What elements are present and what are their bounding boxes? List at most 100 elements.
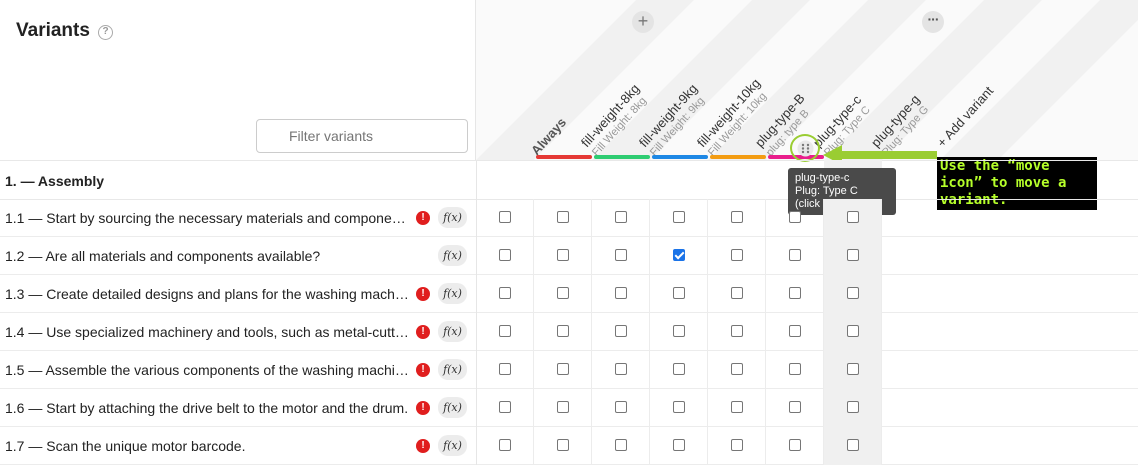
variant-checkbox[interactable] — [847, 211, 859, 223]
variant-checkbox[interactable] — [789, 211, 801, 223]
more-options-button[interactable]: ··· — [922, 11, 944, 33]
variant-checkbox[interactable] — [673, 363, 685, 375]
formula-button[interactable]: f(x) — [438, 283, 467, 304]
variant-checkbox[interactable] — [615, 249, 627, 261]
add-column-button[interactable]: + — [632, 11, 654, 33]
variant-cell — [824, 199, 882, 237]
variant-checkbox[interactable] — [731, 287, 743, 299]
warning-icon[interactable]: ! — [416, 287, 430, 301]
table-row: 1.4 — Use specialized machinery and tool… — [0, 313, 1138, 351]
variant-checkbox[interactable] — [499, 363, 511, 375]
variant-checkbox[interactable] — [731, 439, 743, 451]
help-icon[interactable]: ? — [98, 25, 113, 40]
warning-icon[interactable]: ! — [416, 439, 430, 453]
variant-checkbox[interactable] — [673, 325, 685, 337]
variant-checkbox[interactable] — [731, 325, 743, 337]
warning-icon[interactable]: ! — [416, 325, 430, 339]
variant-cell — [592, 389, 650, 427]
formula-button[interactable]: f(x) — [438, 397, 467, 418]
step-label[interactable]: 1.7 — Scan the unique motor barcode. — [5, 438, 246, 454]
variant-checkbox[interactable] — [499, 287, 511, 299]
step-label[interactable]: 1.5 — Assemble the various components of… — [5, 362, 411, 378]
section-label: 1. — Assembly — [5, 173, 105, 189]
annotation-callout: Use the “move icon” to move a variant. — [937, 157, 1097, 210]
variant-checkbox[interactable] — [789, 401, 801, 413]
variant-checkbox[interactable] — [499, 401, 511, 413]
variant-checkbox[interactable] — [847, 249, 859, 261]
variant-cell — [650, 275, 708, 313]
step-label[interactable]: 1.1 — Start by sourcing the necessary ma… — [5, 210, 411, 226]
variant-checkbox[interactable] — [557, 325, 569, 337]
warning-icon[interactable]: ! — [416, 211, 430, 225]
variant-checkbox[interactable] — [557, 287, 569, 299]
variant-checkbox[interactable] — [499, 325, 511, 337]
variant-checkbox[interactable] — [731, 363, 743, 375]
variant-checkbox[interactable] — [673, 439, 685, 451]
formula-button[interactable]: f(x) — [438, 207, 467, 228]
step-label[interactable]: 1.6 — Start by attaching the drive belt … — [5, 400, 409, 416]
variant-checkbox[interactable] — [557, 363, 569, 375]
formula-button[interactable]: f(x) — [438, 435, 467, 456]
variant-checkbox[interactable] — [847, 325, 859, 337]
variant-cell — [650, 427, 708, 465]
table-row: 1.6 — Start by attaching the drive belt … — [0, 389, 1138, 427]
variant-cell — [476, 237, 534, 275]
page-title: Variants — [16, 20, 90, 41]
variant-checkbox[interactable] — [615, 325, 627, 337]
variant-cell — [766, 199, 824, 237]
variant-checkbox[interactable] — [615, 287, 627, 299]
variant-cell — [534, 275, 592, 313]
variant-cell — [650, 199, 708, 237]
formula-button[interactable]: f(x) — [438, 321, 467, 342]
variant-checkbox[interactable] — [847, 363, 859, 375]
variant-checkbox[interactable] — [557, 401, 569, 413]
variant-cell — [476, 427, 534, 465]
column-divider — [476, 427, 477, 465]
variant-checkbox[interactable] — [673, 211, 685, 223]
variant-checkbox-checked[interactable] — [673, 249, 685, 261]
variant-checkbox[interactable] — [789, 249, 801, 261]
color-bar-fill-weight-10kg — [652, 155, 708, 159]
variant-checkbox[interactable] — [557, 249, 569, 261]
variant-checkbox[interactable] — [615, 439, 627, 451]
variant-checkbox[interactable] — [731, 401, 743, 413]
variant-checkbox[interactable] — [847, 439, 859, 451]
variant-checkbox[interactable] — [731, 211, 743, 223]
variant-checkbox[interactable] — [789, 287, 801, 299]
variant-checkbox[interactable] — [731, 249, 743, 261]
formula-button[interactable]: f(x) — [438, 245, 467, 266]
variant-cell — [534, 427, 592, 465]
step-label[interactable]: 1.4 — Use specialized machinery and tool… — [5, 324, 411, 340]
variant-checkbox[interactable] — [557, 439, 569, 451]
variant-checkbox[interactable] — [673, 401, 685, 413]
variant-cell — [708, 427, 766, 465]
variant-checkbox[interactable] — [615, 401, 627, 413]
annotation-arrow-icon — [823, 145, 937, 165]
variant-checkbox[interactable] — [789, 325, 801, 337]
tooltip-line: plug-type-c — [795, 172, 850, 184]
color-bar-fill-weight-8kg — [536, 155, 592, 159]
variant-cell — [824, 237, 882, 275]
step-label[interactable]: 1.2 — Are all materials and components a… — [5, 248, 321, 264]
variant-checkbox[interactable] — [499, 439, 511, 451]
variant-checkbox[interactable] — [615, 363, 627, 375]
variant-checkbox[interactable] — [499, 211, 511, 223]
column-divider — [476, 161, 477, 201]
variant-checkbox[interactable] — [847, 287, 859, 299]
variant-checkbox[interactable] — [615, 211, 627, 223]
variant-cell — [592, 351, 650, 389]
variant-cell — [766, 389, 824, 427]
variant-checkbox[interactable] — [789, 363, 801, 375]
variant-cell — [708, 199, 766, 237]
variant-checkbox[interactable] — [499, 249, 511, 261]
warning-icon[interactable]: ! — [416, 363, 430, 377]
variant-checkbox[interactable] — [789, 439, 801, 451]
warning-icon[interactable]: ! — [416, 401, 430, 415]
variant-cell — [708, 275, 766, 313]
filter-variants-input[interactable] — [256, 119, 468, 153]
formula-button[interactable]: f(x) — [438, 359, 467, 380]
step-label[interactable]: 1.3 — Create detailed designs and plans … — [5, 286, 411, 302]
variant-checkbox[interactable] — [847, 401, 859, 413]
variant-checkbox[interactable] — [673, 287, 685, 299]
variant-checkbox[interactable] — [557, 211, 569, 223]
